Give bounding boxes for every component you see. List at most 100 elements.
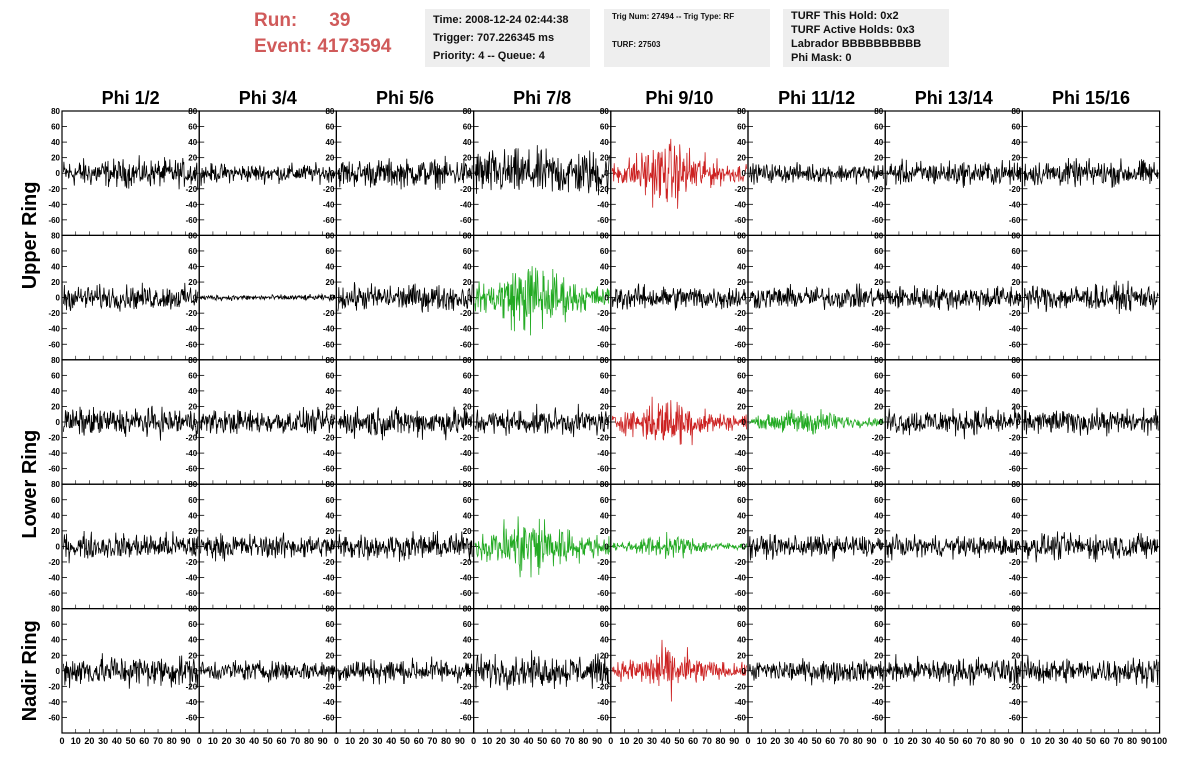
x-tick-label: 40 — [661, 736, 671, 746]
y-tick-label: -60 — [460, 340, 472, 349]
y-tick-label: 40 — [1011, 511, 1020, 520]
y-tick-label: -20 — [597, 682, 609, 691]
x-tick-label: 60 — [963, 736, 973, 746]
x-tick-label: 30 — [235, 736, 245, 746]
waveform-trace — [886, 654, 1022, 687]
waveform-trace — [474, 650, 610, 691]
y-tick-label: -20 — [872, 558, 884, 567]
event-label: Event: — [254, 36, 313, 57]
y-tick-label: -60 — [323, 713, 335, 722]
y-tick-label: -60 — [1009, 589, 1021, 598]
y-tick-label: -40 — [734, 698, 746, 707]
y-tick-label: 60 — [600, 123, 609, 132]
y-tick-label: 0 — [330, 418, 335, 427]
y-tick-label: 0 — [1016, 169, 1021, 178]
x-tick-label: 10 — [1031, 736, 1041, 746]
y-tick-label: -40 — [48, 200, 60, 209]
y-tick-label: -60 — [48, 465, 60, 474]
y-tick-label: 40 — [51, 263, 60, 272]
y-tick-label: 0 — [467, 294, 472, 303]
x-tick-label: 20 — [908, 736, 918, 746]
y-tick-label: -60 — [460, 465, 472, 474]
y-tick-label: 0 — [604, 169, 609, 178]
y-tick-label: -40 — [872, 325, 884, 334]
y-tick-label: 40 — [325, 263, 334, 272]
y-tick-label: 40 — [1011, 636, 1020, 645]
y-tick-label: -40 — [460, 698, 472, 707]
y-tick-label: 60 — [188, 620, 197, 629]
x-tick-label: 70 — [153, 736, 163, 746]
y-tick-label: 40 — [325, 636, 334, 645]
column-title: Phi 15/16 — [1052, 88, 1130, 108]
run-value: 39 — [329, 10, 351, 31]
y-tick-label: 40 — [600, 263, 609, 272]
y-tick-label: 60 — [600, 620, 609, 629]
y-tick-label: 0 — [193, 169, 198, 178]
y-tick-label: 80 — [325, 231, 334, 240]
waveform-trace — [611, 283, 747, 311]
y-tick-label: -40 — [323, 449, 335, 458]
y-tick-label: -40 — [734, 574, 746, 583]
column-title: Phi 9/10 — [645, 88, 713, 108]
x-tick-label: 0 — [883, 736, 888, 746]
x-tick-label: 90 — [1004, 736, 1014, 746]
y-tick-label: -60 — [48, 216, 60, 225]
y-tick-label: -20 — [734, 434, 746, 443]
y-tick-label: 20 — [600, 402, 609, 411]
waveform-trace — [749, 409, 884, 435]
y-tick-label: -40 — [48, 574, 60, 583]
y-tick-label: -40 — [597, 574, 609, 583]
x-tick-label: 80 — [578, 736, 588, 746]
y-tick-label: 20 — [325, 527, 334, 536]
time-line: Time: 2008-12-24 02:44:38 — [433, 14, 569, 26]
y-tick-label: 20 — [325, 402, 334, 411]
y-tick-label: 40 — [51, 138, 60, 147]
y-tick-label: 80 — [188, 107, 197, 116]
y-tick-label: 60 — [1011, 371, 1020, 380]
y-tick-label: -40 — [597, 325, 609, 334]
y-tick-label: -60 — [460, 713, 472, 722]
x-tick-label: 20 — [633, 736, 643, 746]
x-tick-label: 60 — [551, 736, 561, 746]
y-tick-label: -60 — [734, 589, 746, 598]
panel-frame — [61, 607, 200, 734]
y-tick-label: 60 — [737, 496, 746, 505]
y-tick-label: 20 — [600, 651, 609, 660]
ring-label: Nadir Ring — [19, 620, 41, 721]
x-tick-label: 50 — [1086, 736, 1096, 746]
y-tick-label: -40 — [872, 698, 884, 707]
y-tick-label: -20 — [597, 434, 609, 443]
y-tick-label: 20 — [188, 278, 197, 287]
y-tick-label: -40 — [186, 449, 198, 458]
y-tick-label: 40 — [874, 387, 883, 396]
y-tick-label: 60 — [874, 247, 883, 256]
column-title: Phi 7/8 — [513, 88, 571, 108]
y-tick-label: -60 — [460, 589, 472, 598]
y-tick-label: -20 — [48, 185, 60, 194]
x-tick-label: 40 — [1072, 736, 1082, 746]
y-tick-label: 80 — [874, 231, 883, 240]
y-tick-label: -40 — [1009, 200, 1021, 209]
x-tick-label: 50 — [400, 736, 410, 746]
y-tick-label: -20 — [48, 309, 60, 318]
y-tick-label: 40 — [600, 387, 609, 396]
y-tick-label: 0 — [1016, 667, 1021, 676]
y-tick-label: 80 — [1011, 107, 1020, 116]
y-tick-label: 60 — [600, 247, 609, 256]
y-tick-label: 0 — [56, 418, 61, 427]
y-tick-label: -60 — [597, 216, 609, 225]
y-tick-label: 60 — [51, 371, 60, 380]
x-tick-label: 0 — [608, 736, 613, 746]
y-tick-label: 80 — [600, 231, 609, 240]
x-tick-label: 60 — [1100, 736, 1110, 746]
waveform-trace — [63, 282, 199, 312]
y-tick-label: 60 — [1011, 123, 1020, 132]
x-tick-label: 0 — [334, 736, 339, 746]
turf-line: TURF: 27503 — [612, 40, 661, 49]
y-tick-label: -60 — [597, 465, 609, 474]
y-tick-label: 0 — [467, 169, 472, 178]
y-tick-label: 60 — [737, 371, 746, 380]
y-tick-label: -40 — [323, 200, 335, 209]
waveform-trace — [749, 162, 885, 185]
y-tick-label: 80 — [325, 107, 334, 116]
